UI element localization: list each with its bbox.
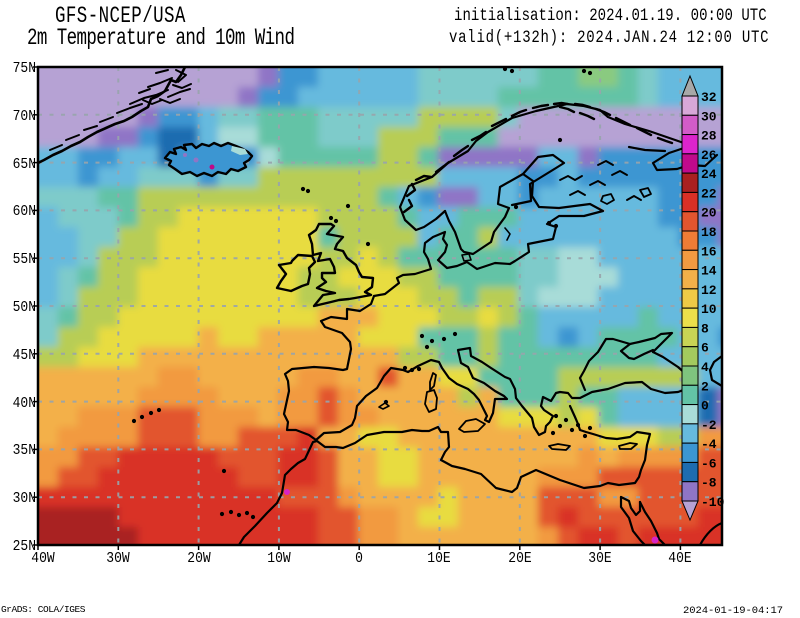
svg-text:28: 28 [701, 129, 717, 144]
svg-text:30: 30 [701, 109, 717, 124]
svg-text:22: 22 [701, 186, 717, 201]
svg-text:26: 26 [701, 148, 717, 163]
svg-text:-10: -10 [701, 495, 725, 510]
svg-text:16: 16 [701, 244, 717, 259]
svg-text:18: 18 [701, 225, 717, 240]
svg-text:-4: -4 [701, 437, 717, 452]
svg-text:4: 4 [701, 360, 709, 375]
svg-text:-6: -6 [701, 456, 717, 471]
svg-text:8: 8 [701, 321, 709, 336]
svg-text:20: 20 [701, 206, 717, 221]
svg-text:10: 10 [701, 302, 717, 317]
svg-text:12: 12 [701, 283, 717, 298]
svg-text:0: 0 [701, 399, 709, 414]
svg-text:2: 2 [701, 379, 709, 394]
svg-text:24: 24 [701, 167, 717, 182]
svg-text:6: 6 [701, 341, 709, 356]
svg-text:-2: -2 [701, 418, 717, 433]
svg-text:32: 32 [701, 90, 717, 105]
svg-text:-8: -8 [701, 476, 717, 491]
svg-text:14: 14 [701, 264, 717, 279]
